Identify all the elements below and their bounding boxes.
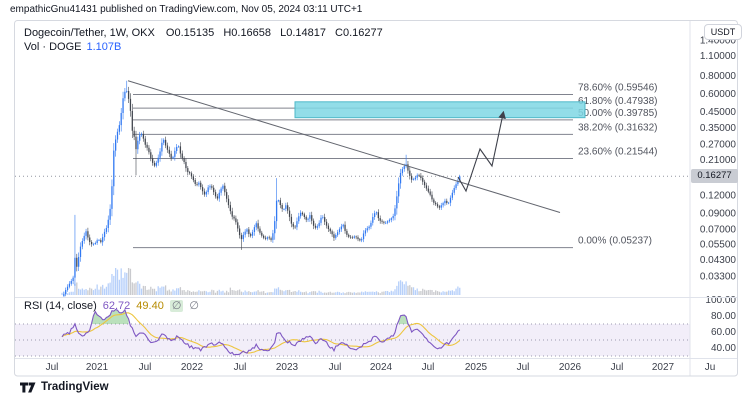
time-tick-label: Jul [139,362,152,373]
footer: TradingView [20,380,109,394]
time-tick-label: 2023 [276,362,299,373]
price-tick-label: 0.03300 [700,272,737,283]
rsi-ma-value: 49.40 [136,300,164,312]
rsi-lower-band-empty: ∅ [189,300,199,312]
attribution-text: empathicGnu41431 published on TradingVie… [10,4,363,15]
price-tick-label: 0.09000 [700,209,737,220]
time-tick-label: Jul [234,362,247,373]
time-tick-label: Jul [329,362,342,373]
price-tick-label: 0.27000 [700,139,737,150]
volume-label[interactable]: Vol · DOGE [24,41,82,53]
time-tick-label: 2027 [652,362,675,373]
fib-level-label: 38.20% (0.31632) [578,122,658,133]
high-value: 0.16658 [231,27,272,39]
time-tick-label: Ju [705,362,716,373]
fib-level-label: 61.80% (0.47938) [578,96,658,107]
tradingview-brand-text[interactable]: TradingView [41,381,109,393]
last-price-badge: 0.16277 [691,169,738,183]
volume-value: 1.107B [86,41,122,53]
time-tick-label: Jul [46,362,59,373]
rsi-band [15,324,690,356]
price-tick-label: 0.80000 [700,71,737,82]
time-tick-label: Jul [611,362,624,373]
price-tick-label: 0.35000 [700,123,737,134]
time-tick-label: 2022 [181,362,204,373]
low-value: 0.14817 [286,27,326,39]
rsi-value: 62.72 [102,300,131,312]
price-tick-label: 0.04300 [700,255,737,266]
time-tick-label: Jul [422,362,435,373]
price-tick-label: 0.05500 [700,240,737,251]
rsi-line [61,308,461,356]
low-label: L [280,27,287,39]
time-tick-label: 2026 [559,362,582,373]
rsi-legend: RSI (14, close) 62.72 49.40 ∅ ∅ [24,299,199,312]
rsi-upper-band-empty: ∅ [169,300,184,312]
main-legend: Dogecoin/Tether, 1W, OKX O0.15135 H0.166… [24,26,389,54]
volume-bars-down [76,268,448,295]
price-tick-label: 1.40000 [700,36,737,47]
rsi-tick-label: 100.00 [705,295,736,306]
rsi-tick-label: 60.00 [711,327,736,338]
projection-arrow[interactable] [457,110,506,193]
time-tick-label: 2021 [86,362,109,373]
time-tick-label: Jul [517,362,530,373]
candle-bodies-up [63,91,461,297]
price-pane [61,80,461,297]
close-label: C [335,27,343,39]
volume-bars-up [61,268,461,295]
price-tick-label: 0.07000 [700,224,737,235]
open-label: O [165,27,175,39]
rsi-overbought-fill [398,315,408,324]
price-tick-label: 0.60000 [700,89,737,100]
symbol-row: Dogecoin/Tether, 1W, OKX O0.15135 H0.166… [24,26,389,40]
volume-row: Vol · DOGE 1.107B [24,40,389,54]
price-tick-label: 0.12000 [700,190,737,201]
price-tick-label: 0.21000 [700,155,737,166]
fib-level-label: 0.00% (0.05237) [578,236,652,247]
close-value: 0.16277 [343,27,383,39]
supply-zone-rectangle[interactable] [294,101,586,119]
open-value: 0.15135 [174,27,215,39]
symbol-title[interactable]: Dogecoin/Tether, 1W, OKX [24,27,155,39]
price-axis[interactable]: USDT [690,20,742,358]
fib-level-label: 50.00% (0.39785) [578,108,658,119]
time-tick-label: 2024 [370,362,393,373]
price-tick-label: 0.45000 [700,107,737,118]
rsi-title[interactable]: RSI (14, close) [24,300,97,312]
rsi-tick-label: 80.00 [711,311,736,322]
chart-widget-border [14,20,738,377]
fib-level-label: 23.60% (0.21544) [578,147,658,158]
high-label: H [223,27,232,39]
tradingview-logo-icon[interactable] [20,380,36,394]
time-axis[interactable] [14,358,737,376]
fib-level-label: 78.60% (0.59546) [578,82,658,93]
rsi-tick-label: 40.00 [711,343,736,354]
currency-unit-button[interactable]: USDT [704,24,742,40]
price-tick-label: 1.10000 [700,51,737,62]
descending-trendline[interactable] [127,80,561,213]
time-tick-label: 2025 [465,362,488,373]
